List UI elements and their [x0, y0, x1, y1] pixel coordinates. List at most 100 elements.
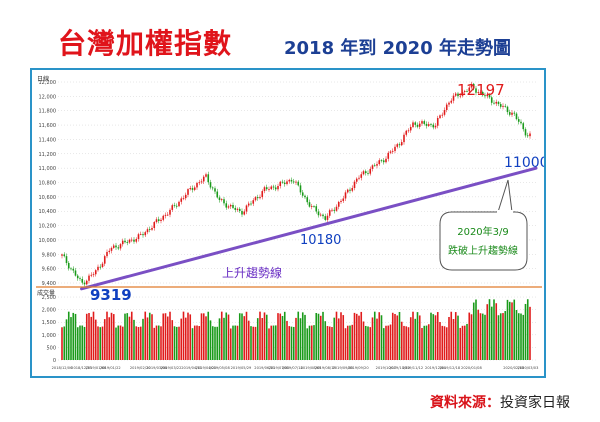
candle-body	[250, 203, 252, 205]
candle-body	[432, 124, 435, 128]
volume-bar	[452, 319, 455, 360]
volume-bar	[405, 326, 408, 360]
candle-body	[101, 263, 104, 268]
volume-bar	[126, 313, 129, 360]
volume-bar	[468, 312, 471, 360]
volume-bar	[182, 311, 185, 360]
candle-body	[409, 126, 412, 131]
candle-body	[524, 129, 527, 136]
candle-body	[164, 214, 167, 216]
candle-body	[133, 239, 135, 242]
volume-bar	[513, 299, 516, 360]
volume-bar	[400, 321, 403, 360]
candle-body	[515, 113, 518, 120]
volume-bar	[403, 325, 405, 360]
candle-body	[97, 266, 99, 271]
volume-bar	[297, 311, 300, 360]
candle-body	[137, 234, 140, 240]
candle-body	[380, 160, 383, 162]
volume-bar	[292, 326, 295, 360]
candle-body	[171, 205, 174, 210]
date-tick-label: 2019/07/05	[269, 366, 290, 370]
volume-bar	[99, 327, 102, 360]
volume-bar	[391, 312, 394, 360]
volume-bar	[299, 318, 302, 360]
candle-body	[173, 205, 176, 207]
candle-body	[441, 114, 444, 116]
candle-body	[529, 133, 531, 137]
volume-bar	[378, 312, 381, 360]
volume-bar	[92, 311, 95, 360]
candle-body	[209, 182, 212, 188]
volume-bar	[355, 313, 358, 360]
volume-bar	[218, 318, 221, 360]
candle-body	[457, 93, 459, 97]
volume-bar	[171, 320, 174, 360]
candle-body	[214, 188, 216, 192]
price-tick-label: 10,800	[39, 181, 57, 187]
candle-body	[90, 274, 93, 276]
candle-body	[193, 187, 196, 190]
date-tick-label: 2019/01/22	[100, 366, 121, 370]
volume-bar	[412, 311, 414, 360]
candle-body	[61, 254, 63, 256]
candle-body	[119, 244, 122, 249]
page-title: 台灣加權指數	[58, 27, 233, 60]
candle-body	[180, 198, 183, 202]
volume-bar	[349, 325, 351, 360]
candle-body	[110, 247, 113, 251]
candle-body	[245, 205, 248, 212]
volume-tick-label: 1,000	[42, 333, 56, 339]
candle-body	[452, 95, 455, 101]
candle-body	[198, 182, 201, 184]
price-tick-label: 11,400	[39, 137, 57, 143]
stock-chart: 日線 9,400 9,600 9,800 10,000 10,200 10,400 10,6…	[36, 75, 544, 370]
volume-bar	[306, 328, 309, 360]
candle-body	[506, 106, 509, 113]
volume-bar	[290, 326, 293, 360]
volume-bar	[344, 328, 347, 360]
volume-bar	[189, 314, 192, 360]
volume-bar	[407, 327, 410, 360]
candle-body	[261, 191, 264, 198]
candle-body	[238, 208, 241, 212]
date-tick-label: 2019/07/18	[282, 366, 303, 370]
candle-body	[99, 266, 102, 268]
volume-bar	[319, 315, 322, 360]
volume-bar	[164, 313, 167, 360]
candle-body	[421, 121, 423, 124]
candle-body	[216, 191, 219, 198]
price-tick-label: 10,400	[39, 209, 57, 215]
volume-bar	[175, 326, 178, 360]
candle-body	[526, 135, 529, 137]
candle-body	[175, 205, 178, 207]
candle-body	[324, 216, 327, 220]
candle-body	[398, 144, 401, 146]
volume-bar	[263, 312, 266, 360]
volume-bar	[454, 312, 457, 360]
volume-bar	[333, 317, 336, 360]
candle-body	[322, 214, 324, 217]
volume-bar	[106, 311, 108, 360]
candle-body	[319, 214, 322, 216]
volume-tick-label: 2,500	[42, 295, 56, 301]
candle-body	[106, 251, 108, 257]
candle-body	[454, 93, 457, 96]
volume-bar	[169, 311, 171, 360]
volume-bar	[324, 321, 327, 360]
volume-bar	[283, 311, 286, 360]
candle-body	[234, 207, 237, 210]
candle-body	[504, 105, 507, 107]
candle-body	[76, 275, 79, 279]
candle-body	[207, 174, 210, 183]
volume-bar	[418, 315, 421, 360]
volume-bar	[279, 313, 282, 360]
price-tick-label: 12,200	[39, 80, 57, 86]
date-tick-label: 2018/12/06	[52, 366, 73, 370]
candle-body	[508, 112, 511, 115]
volume-bar	[477, 309, 480, 360]
candle-body	[281, 181, 284, 183]
candle-body	[369, 168, 372, 174]
volume-bar	[450, 311, 453, 360]
volume-bar	[529, 306, 531, 360]
